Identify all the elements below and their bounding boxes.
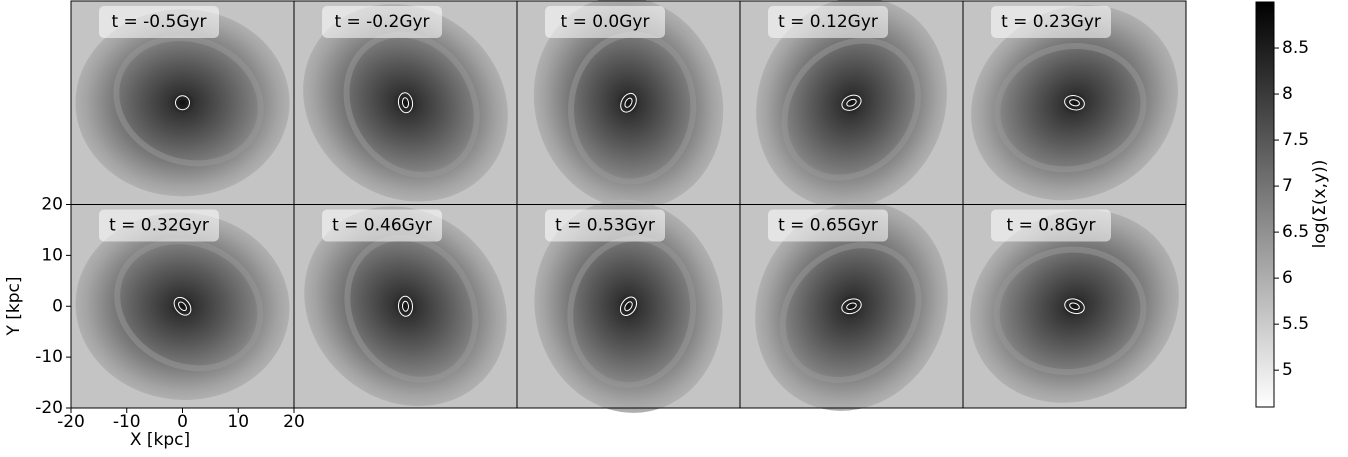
colorbar-tick-label: 5.5 [1282,314,1309,334]
panel-title: t = -0.5Gyr [111,12,206,32]
panel-title: t = 0.65Gyr [778,216,878,236]
x-tick-label: 10 [227,412,249,432]
panel-title: t = -0.2Gyr [334,12,429,32]
colorbar-tick-label: 8 [1282,84,1293,104]
colorbar-tick-label: 7 [1282,176,1293,196]
x-tick-label: -10 [113,412,141,432]
colorbar-tick-label: 6 [1282,268,1293,288]
panel-title: t = 0.12Gyr [778,12,878,32]
colorbar-tick-label: 8.5 [1282,38,1309,58]
panel-title: t = 0.46Gyr [332,216,432,236]
chart: X [kpc] Y [kpc] log(Σ(x,y)) t = -0.5Gyr t… [0,0,1348,457]
panel-title: t = 0.53Gyr [555,216,655,236]
x-tick-label: 20 [283,412,305,432]
colorbar-tick-label: 5 [1282,360,1293,380]
panel-title: t = 0.8Gyr [1007,216,1096,236]
y-tick-label: 10 [41,245,63,265]
y-tick-label: 0 [52,296,63,316]
colorbar [1256,2,1274,407]
x-axis-label: X [kpc] [130,430,190,450]
y-tick-label: -20 [35,398,63,418]
y-tick-label: -10 [35,347,63,367]
y-axis-label: Y [kpc] [4,276,24,336]
colorbar-label: log(Σ(x,y)) [1310,160,1330,249]
panel-title: t = 0.32Gyr [109,216,209,236]
y-tick-label: 20 [41,195,63,215]
panel-title: t = 0.23Gyr [1001,12,1101,32]
colorbar-tick-label: 7.5 [1282,130,1309,150]
colorbar-tick-label: 6.5 [1282,222,1309,242]
panel-title: t = 0.0Gyr [561,12,650,32]
x-tick-label: 0 [177,412,188,432]
